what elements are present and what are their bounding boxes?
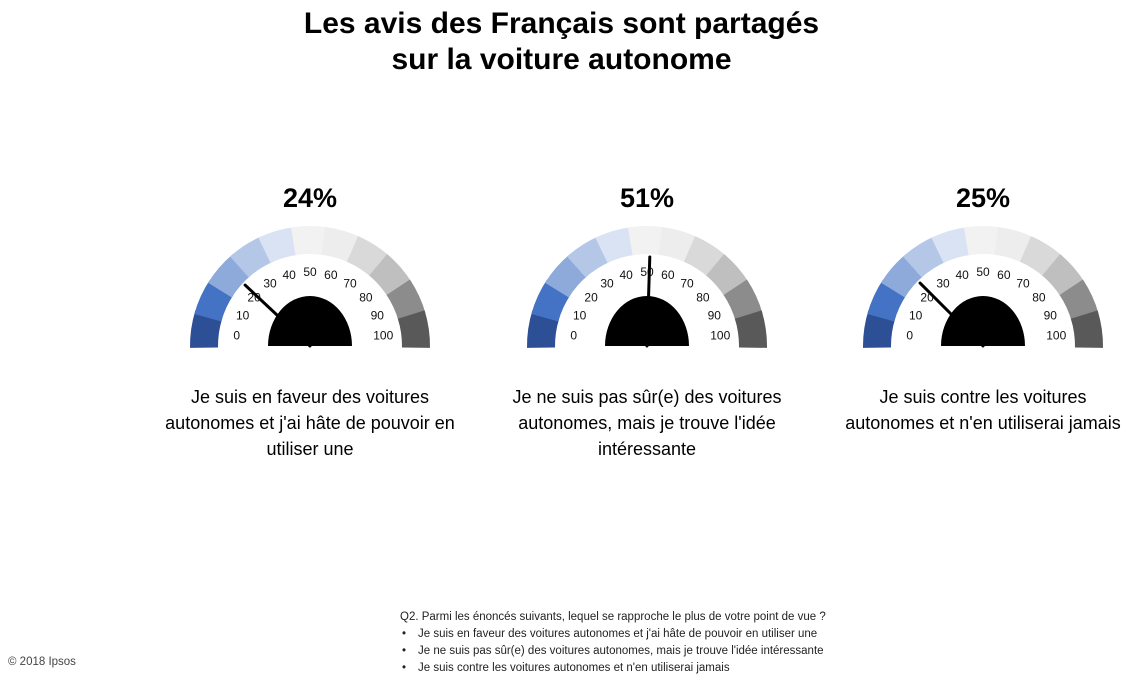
gauge-segment [595,226,636,263]
gauge-block-3: 25% 0 10 20 30 40 50 60 70 80 90 100 Je suis contr… [833,178,1123,436]
copyright: © 2018 Ipsos [8,656,76,668]
gauge-caption-2: Je ne suis pas sûr(e) des voitures auton… [512,387,782,459]
gauge-tick-label: 60 [324,268,338,282]
gauge-tick-label: 40 [955,268,969,282]
gauge-tick-label: 70 [1016,277,1030,291]
gauge-segment [931,226,972,263]
gauge-tick-label: 40 [282,268,296,282]
gauge-tick-label: 90 [708,308,722,322]
footnote-option: Je ne suis pas sûr(e) des voitures auton… [400,643,826,660]
footnote-option: Je suis en faveur des voitures autonomes… [400,626,826,643]
gauge-segment [397,310,430,348]
gauge-tick-label: 60 [661,268,675,282]
gauge-tick-label: 30 [263,277,277,291]
gauge-tick-label: 10 [573,308,587,322]
gauge-tick-label: 20 [584,291,598,305]
gauge-segment [628,226,666,256]
gauge-segment [723,279,763,322]
gauge-segment [1070,310,1103,348]
gauge-tick-label: 80 [359,291,373,305]
gauge-tick-label: 30 [936,277,950,291]
gauge-segment [258,226,299,263]
gauge-tick-label: 90 [1044,308,1058,322]
chart-title-line-1: Les avis des Français sont partagés [303,7,820,40]
footnote-options: Je suis en faveur des voitures autonomes… [400,626,826,677]
gauge-tick-label: 100 [373,328,393,342]
gauge-tick-label: 70 [680,277,694,291]
gauge-tick-label: 50 [303,265,317,279]
gauge-tick-label: 90 [371,308,385,322]
gauge-segment [291,226,329,256]
gauge-segment [567,236,611,278]
gauge-tick-label: 0 [233,328,240,342]
gauge-tick-label: 20 [920,291,934,305]
gauge-segment [964,226,1002,256]
gauge-segment [1059,279,1099,322]
gauge-hub [268,296,352,346]
gauge-hub [605,296,689,346]
gauge-segment [230,236,274,278]
footnote-question: Q2. Parmi les énoncés suivants, lequel s… [400,611,826,623]
chart-title-line-2: sur la voiture autonome [391,43,732,76]
gauge-block-1: 24% 0 10 20 30 40 50 60 70 80 90 100 Je suis en fa… [160,178,460,462]
gauge-tick-label: 50 [976,265,990,279]
gauge-tick-label: 0 [906,328,913,342]
gauge-tick-label: 10 [909,308,923,322]
gauge-segment [386,279,426,322]
gauge-tick-label: 20 [247,291,261,305]
gauge-tick-label: 100 [1046,328,1066,342]
gauge-tick-label: 10 [236,308,250,322]
gauge-caption-3: Je suis contre les voitures autonomes et… [845,387,1121,433]
gauge-segment [527,310,560,348]
gauge-segment [903,236,947,278]
gauge-tick-label: 40 [619,268,633,282]
gauge-tick-label: 0 [570,328,577,342]
gauge-tick-label: 70 [343,277,357,291]
gauge-segment [190,310,223,348]
gauge-tick-label: 80 [696,291,710,305]
gauge-percent-2: 51% [619,183,675,213]
footnote-option: Je suis contre les voitures autonomes et… [400,660,826,677]
footnote: Q2. Parmi les énoncés suivants, lequel s… [400,609,826,677]
gauge-caption-1: Je suis en faveur des voitures autonomes… [165,387,455,459]
gauge-hub [941,296,1025,346]
gauge-tick-label: 60 [997,268,1011,282]
chart-title: Les avis des Français sont partagés sur … [0,6,1123,78]
gauge-percent-1: 24% [282,183,338,213]
gauge-percent-3: 25% [955,183,1011,213]
gauge-tick-label: 30 [600,277,614,291]
gauge-block-2: 51% 0 10 20 30 40 50 60 70 80 90 100 Je ne suis pa… [497,178,797,462]
gauge-segment [734,310,767,348]
gauge-tick-label: 100 [710,328,730,342]
gauge-segment [863,310,896,348]
gauge-tick-label: 80 [1032,291,1046,305]
gauge-tick-label: 50 [640,265,654,279]
